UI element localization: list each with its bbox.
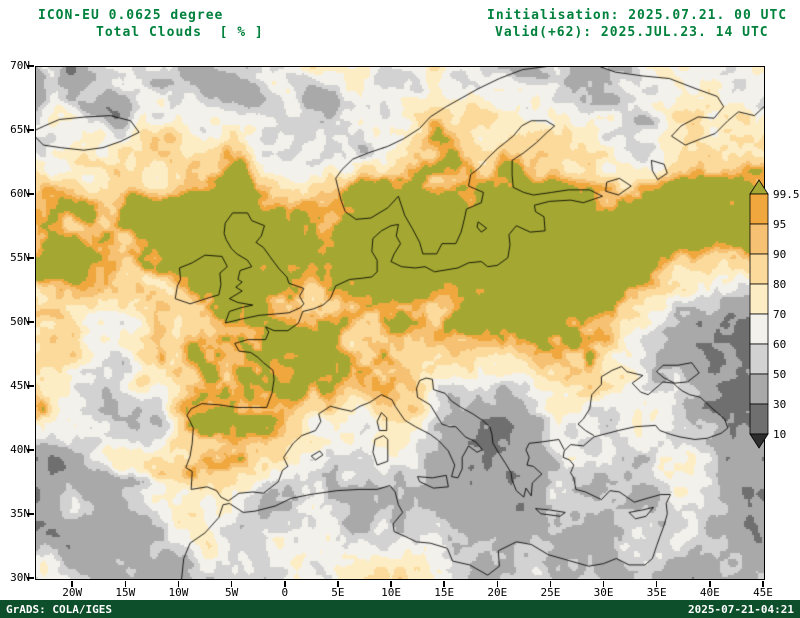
legend-color-swatch	[749, 283, 769, 315]
lat-tick-label: 60N	[10, 187, 30, 200]
legend-color-swatch	[749, 193, 769, 225]
lat-tickmark	[27, 65, 34, 67]
map-frame	[35, 66, 765, 580]
lon-tick-label: 5E	[331, 586, 345, 599]
color-legend: 99.5 95 90 80 70 60 50 30 10	[749, 179, 800, 449]
legend-tick-label: 10	[773, 428, 786, 441]
lon-tickmark	[443, 580, 445, 587]
lon-tick-label: 15E	[434, 586, 455, 599]
lon-tickmark	[230, 580, 233, 587]
legend-tick-label: 90	[773, 248, 786, 261]
legend-tick-label: 99.5	[773, 188, 800, 201]
lat-tick-label: 65N	[10, 123, 30, 136]
lon-tickmark	[71, 580, 73, 587]
legend-tick-label: 80	[773, 278, 786, 291]
lon-tickmark	[655, 580, 658, 587]
lat-tick-label: 70N	[10, 59, 30, 72]
legend-color-swatch	[749, 373, 769, 405]
lon-tickmark	[496, 580, 499, 587]
model-title: ICON-EU 0.0625 degree	[38, 8, 224, 23]
lon-tickmark	[602, 580, 605, 587]
lat-tickmark	[27, 257, 34, 259]
lat-tickmark	[27, 129, 34, 131]
legend-tick-label: 50	[773, 368, 786, 381]
lon-tick-label: 0	[281, 586, 289, 599]
header-left: ICON-EU 0.0625 degree Total Clouds [ % ]	[38, 7, 264, 41]
lon-tickmark	[762, 580, 764, 587]
legend-tick-label: 70	[773, 308, 786, 321]
lon-tick-label: 10E	[381, 586, 401, 599]
legend-arrow-bottom	[749, 433, 769, 449]
lon-tick-label: 30E	[593, 586, 614, 599]
lon-tickmark	[337, 580, 339, 587]
lat-tickmark	[27, 321, 34, 323]
legend-color-swatch	[749, 403, 769, 435]
lat-tickmark	[27, 513, 34, 515]
lon-tick-label: 15W	[115, 586, 136, 599]
legend-tick-label: 30	[773, 398, 786, 411]
lat-tick-label: 55N	[10, 251, 30, 264]
header-right: Initialisation: 2025.07.21. 00 UTC Valid…	[487, 7, 787, 41]
lon-tick-label: 25E	[540, 586, 561, 599]
init-time: Initialisation: 2025.07.21. 00 UTC	[487, 8, 788, 23]
lat-tickmark	[27, 449, 34, 451]
lon-tickmark	[549, 580, 552, 587]
legend-color-swatch	[749, 313, 769, 345]
lat-tick-label: 45N	[10, 379, 30, 392]
legend-tick-label: 95	[773, 218, 786, 231]
lat-tickmark	[27, 193, 34, 195]
lon-tickmark	[390, 580, 392, 587]
lon-tick-label: 20E	[487, 586, 508, 599]
grads-credit: GrADS: COLA/IGES	[6, 602, 112, 616]
lat-tickmark	[27, 385, 34, 387]
lon-tickmark	[709, 580, 711, 587]
legend-arrow-top	[749, 179, 769, 195]
variable-title: Total Clouds [ % ]	[96, 25, 264, 40]
lon-tick-label: 20W	[62, 586, 83, 599]
lon-tickmark	[124, 580, 127, 587]
lat-tick-label: 30N	[10, 571, 30, 584]
legend-tick-label: 60	[773, 338, 786, 351]
lon-tick-label: 40E	[699, 586, 720, 599]
lat-tick-label: 50N	[10, 315, 30, 328]
legend-color-swatch	[749, 223, 769, 255]
lon-tickmark	[177, 580, 180, 587]
lon-tick-label: 10W	[168, 586, 189, 599]
lat-tickmark	[27, 577, 34, 579]
lon-tick-label: 35E	[646, 586, 667, 599]
lon-tick-label: 45E	[753, 586, 773, 599]
legend-color-swatch	[749, 253, 769, 285]
lon-tickmark	[284, 580, 286, 587]
valid-time: Valid(+62): 2025.JUL.23. 14 UTC	[495, 25, 769, 40]
legend-color-swatch	[749, 343, 769, 375]
lat-tick-label: 35N	[10, 507, 30, 520]
footer-bar: GrADS: COLA/IGES 2025-07-21-04:21	[0, 600, 800, 618]
lat-tick-label: 40N	[10, 443, 30, 456]
creation-timestamp: 2025-07-21-04:21	[688, 602, 794, 616]
cloud-cover-map	[36, 67, 764, 579]
lon-tick-label: 5W	[224, 586, 239, 599]
